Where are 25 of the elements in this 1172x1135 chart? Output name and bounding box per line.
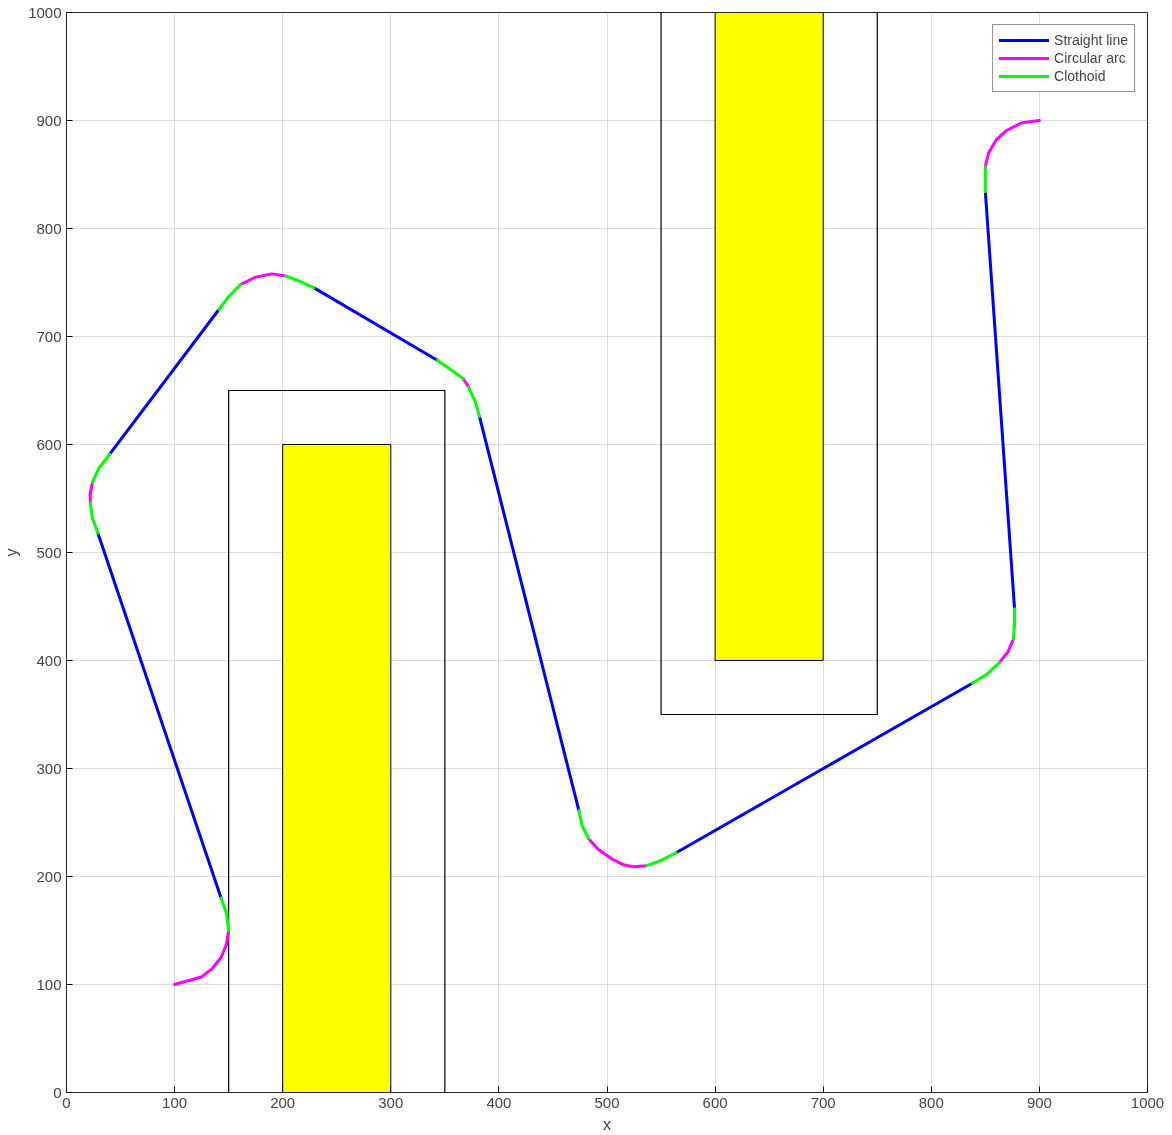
y-tick-label: 900 (36, 111, 62, 129)
x-tick-label: 400 (486, 1093, 512, 1111)
legend-label: Straight line (1054, 31, 1128, 49)
x-tick-label: 300 (378, 1093, 404, 1111)
x-tick-label: 700 (810, 1093, 836, 1111)
y-tick-label: 1000 (28, 3, 62, 21)
x-axis-title: x (603, 1115, 611, 1133)
x-tick-label: 100 (162, 1093, 188, 1111)
y-tick-label: 100 (36, 975, 62, 993)
legend-label: Circular arc (1054, 49, 1126, 67)
x-tick-label: 900 (1026, 1093, 1052, 1111)
y-tick-label: 200 (36, 867, 62, 885)
x-tick-label: 200 (270, 1093, 296, 1111)
y-axis-title: y (3, 548, 21, 557)
x-tick-label: 500 (594, 1093, 620, 1111)
x-tick-label: 800 (918, 1093, 944, 1111)
y-tick-label: 300 (36, 759, 62, 777)
y-tick-label: 800 (36, 219, 62, 237)
y-tick-label: 600 (36, 435, 62, 453)
legend-label: Clothoid (1054, 67, 1106, 85)
x-tick-label: 600 (702, 1093, 728, 1111)
y-tick-label: 700 (36, 327, 62, 345)
y-tick-label: 500 (36, 543, 62, 561)
x-tick-label: 1000 (1130, 1093, 1165, 1111)
y-tick-label: 400 (36, 651, 62, 669)
